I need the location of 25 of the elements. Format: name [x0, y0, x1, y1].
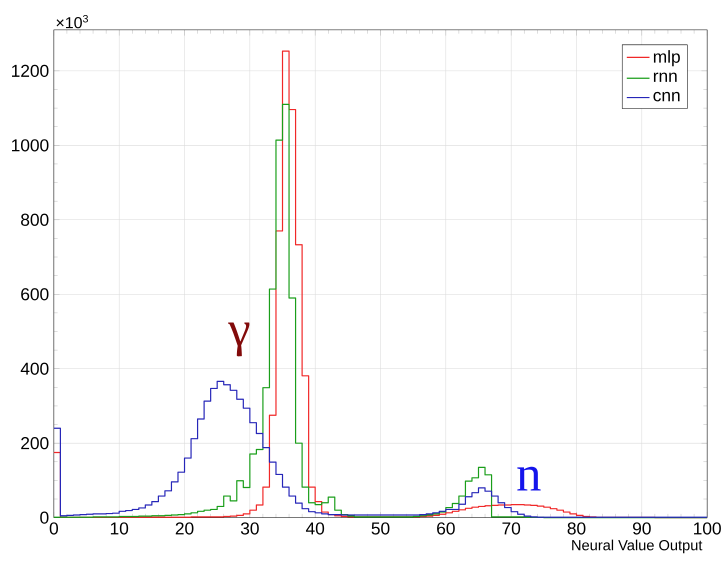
- x-tick-label: 40: [306, 522, 324, 535]
- x-tick-label: 80: [568, 522, 586, 535]
- y-tick-label: 800: [21, 214, 48, 226]
- legend-label: cnn: [653, 92, 680, 102]
- y-tick-label: 1000: [12, 139, 48, 152]
- x-axis-title: Neural Value Output: [572, 540, 702, 554]
- x-tick-label: 30: [240, 522, 259, 535]
- y-tick-label: 1200: [12, 64, 48, 78]
- x-tick-label: 50: [372, 522, 390, 535]
- annotation: n: [517, 466, 541, 491]
- x-tick-label: 100: [694, 522, 721, 535]
- y-tick-label: 600: [21, 288, 48, 301]
- legend-label: rnn: [654, 72, 677, 82]
- y-tick-label: 400: [20, 362, 48, 376]
- annotation: γ: [228, 322, 250, 357]
- text: ×10$^{3}$: [56, 15, 88, 29]
- y-tick-label: 200: [21, 437, 48, 450]
- x-tick-label: 90: [633, 522, 651, 535]
- x-tick-label: 70: [502, 522, 520, 535]
- x-tick-label: 60: [437, 522, 455, 535]
- legend-label: mlp: [654, 50, 680, 66]
- x-tick-label: 0: [50, 522, 58, 535]
- y-tick-label: 0: [40, 512, 48, 524]
- x-tick-label: 10: [110, 522, 128, 535]
- x-tick-label: 20: [176, 522, 194, 535]
